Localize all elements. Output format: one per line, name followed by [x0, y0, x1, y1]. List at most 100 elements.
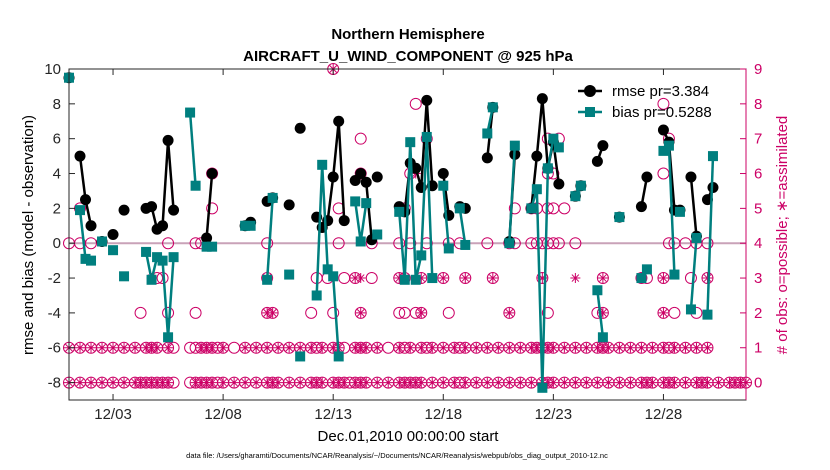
bias-point	[322, 264, 333, 275]
bias-point	[691, 232, 702, 243]
obs-possible-marker	[508, 202, 521, 215]
obs-assimilated-marker	[355, 273, 366, 284]
obs-assimilated-marker	[658, 377, 669, 388]
bias-point	[399, 274, 410, 285]
obs-assimilated-marker	[355, 342, 366, 353]
obs-assimilated-marker	[201, 377, 212, 388]
legend: rmse pr=3.384 bias pr=0.5288	[578, 83, 712, 121]
obs-assimilated-marker	[135, 377, 146, 388]
bias-line	[689, 237, 698, 310]
obs-possible-marker	[415, 306, 428, 319]
bias-point	[482, 128, 493, 139]
bias-point	[372, 229, 383, 240]
bias-point	[163, 332, 174, 343]
bias-point	[570, 191, 581, 202]
obs-assimilated-marker	[372, 342, 383, 353]
obs-possible-marker	[657, 272, 670, 285]
bias-point	[355, 236, 366, 247]
obs-possible-marker	[481, 237, 494, 250]
obs-assimilated-marker	[438, 342, 449, 353]
rmse-point	[635, 201, 647, 213]
bias-point	[240, 220, 251, 231]
x-tick-label: 12/03	[94, 406, 132, 423]
obs-possible-marker	[332, 237, 345, 250]
obs-assimilated-marker	[438, 377, 449, 388]
obs-possible-marker	[596, 306, 609, 319]
obs-assimilated-marker	[614, 342, 625, 353]
obs-assimilated-marker	[471, 377, 482, 388]
y2-tick-label: 9	[754, 61, 762, 78]
obs-assimilated-marker	[460, 342, 471, 353]
obs-possible-marker	[459, 272, 472, 285]
rmse-point	[591, 155, 603, 167]
y2-tick-label: 5	[754, 200, 762, 217]
rmse-point	[360, 176, 372, 188]
obs-possible-marker	[261, 237, 274, 250]
obs-possible-marker	[684, 272, 697, 285]
y-tick-label: 0	[53, 235, 61, 252]
obs-possible-marker	[206, 202, 219, 215]
rmse-point	[327, 171, 339, 183]
rmse-point	[157, 220, 169, 232]
obs-assimilated-marker	[86, 377, 97, 388]
obs-assimilated-marker	[416, 377, 427, 388]
obs-possible-marker	[536, 272, 549, 285]
y2-tick-label: 0	[754, 375, 762, 392]
bias-point	[537, 382, 548, 393]
obs-assimilated-marker	[350, 273, 361, 284]
obs-assimilated-marker	[141, 377, 152, 388]
obs-possible-marker	[85, 237, 98, 250]
obs-assimilated-marker	[75, 342, 86, 353]
rmse-point	[333, 115, 345, 127]
obs-assimilated-marker	[284, 377, 295, 388]
obs-assimilated-marker	[702, 377, 713, 388]
obs-assimilated-marker	[482, 342, 493, 353]
y-tick-label: -4	[48, 305, 61, 322]
y-tick-label: -2	[48, 270, 61, 287]
bias-point	[405, 137, 416, 148]
y2-axis-label: # of obs: o=possible; ∗=assimilated	[774, 116, 791, 355]
bias-point	[168, 252, 179, 263]
bias-point	[674, 206, 685, 217]
obs-possible-marker	[305, 306, 318, 319]
rmse-point	[597, 140, 609, 152]
rmse-point	[553, 178, 565, 190]
obs-assimilated-marker	[190, 377, 201, 388]
obs-assimilated-marker	[152, 342, 163, 353]
obs-assimilated-marker	[355, 377, 366, 388]
rmse-point	[118, 204, 130, 216]
bias-point	[185, 107, 196, 118]
obs-possible-marker	[701, 341, 714, 354]
rmse-point	[80, 194, 92, 206]
obs-assimilated-marker	[317, 377, 328, 388]
bias-point	[553, 142, 564, 153]
bias-point	[295, 351, 306, 362]
bias-point	[108, 245, 119, 256]
obs-assimilated-marker	[504, 342, 515, 353]
obs-assimilated-marker	[207, 342, 218, 353]
obs-assimilated-marker	[108, 377, 119, 388]
obs-assimilated-marker	[251, 342, 262, 353]
obs-assimilated-marker	[267, 377, 278, 388]
bias-point	[427, 273, 438, 284]
obs-assimilated-marker	[636, 342, 647, 353]
rmse-point	[641, 171, 653, 183]
y2-tick-label: 8	[754, 96, 762, 113]
obs-assimilated-marker	[372, 377, 383, 388]
bias-point	[658, 145, 669, 156]
obs-assimilated-marker	[647, 377, 658, 388]
obs-assimilated-marker	[537, 273, 548, 284]
obs-assimilated-marker	[262, 377, 273, 388]
obs-possible-marker	[409, 97, 422, 110]
obs-assimilated-marker	[361, 342, 372, 353]
obs-assimilated-marker	[157, 377, 168, 388]
bias-point	[317, 159, 328, 170]
obs-assimilated-marker	[394, 273, 405, 284]
obs-possible-marker	[486, 272, 499, 285]
obs-assimilated-marker	[680, 342, 691, 353]
bias-point	[454, 203, 465, 214]
obs-assimilated-marker	[542, 377, 553, 388]
obs-assimilated-marker	[146, 377, 157, 388]
bias-point	[443, 243, 454, 254]
obs-assimilated-marker	[399, 377, 410, 388]
